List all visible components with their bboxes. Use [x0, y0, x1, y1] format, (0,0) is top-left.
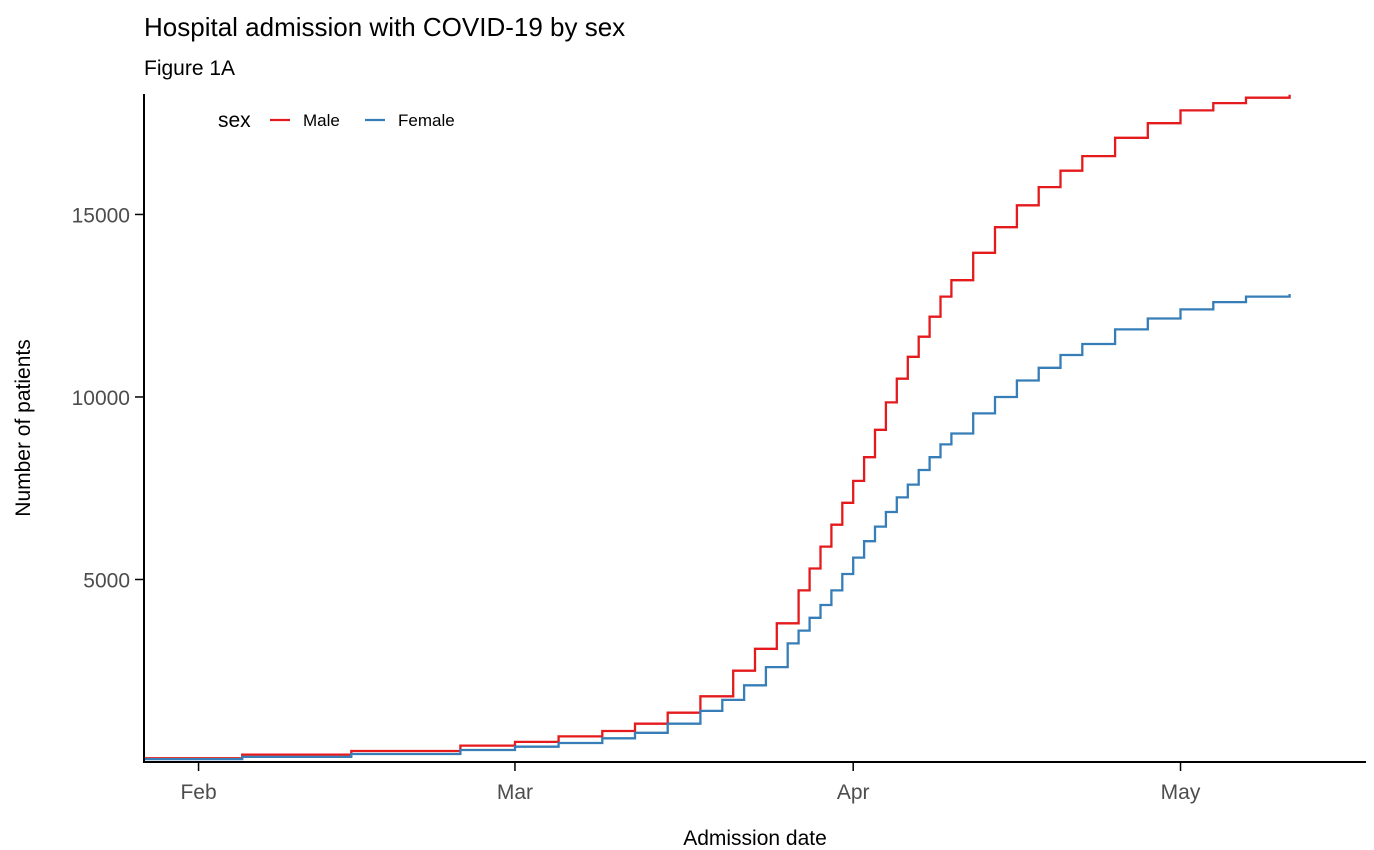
legend: sex Male Female — [218, 109, 455, 132]
legend-title: sex — [218, 109, 251, 132]
series-line-female — [144, 294, 1291, 761]
x-tick-label: May — [1161, 781, 1201, 804]
x-tick-label: Mar — [497, 781, 533, 804]
chart-title: Hospital admission with COVID-19 by sex — [144, 12, 625, 42]
plot-area — [144, 94, 1291, 761]
x-tick-label: Apr — [837, 781, 870, 804]
y-axis-title: Number of patients — [12, 339, 35, 516]
y-tick-label: 15000 — [72, 204, 130, 227]
legend-label-male: Male — [303, 111, 340, 130]
x-axis-ticks: Feb Mar Apr May — [180, 762, 1201, 804]
y-tick-label: 5000 — [83, 569, 130, 592]
series-line-male — [144, 94, 1291, 760]
y-tick-label: 10000 — [72, 387, 130, 410]
legend-label-female: Female — [398, 111, 455, 130]
y-axis-ticks: 5000 10000 15000 — [72, 204, 144, 592]
x-axis-title: Admission date — [683, 827, 827, 850]
chart-subtitle: Figure 1A — [144, 57, 235, 80]
x-tick-label: Feb — [180, 781, 216, 804]
